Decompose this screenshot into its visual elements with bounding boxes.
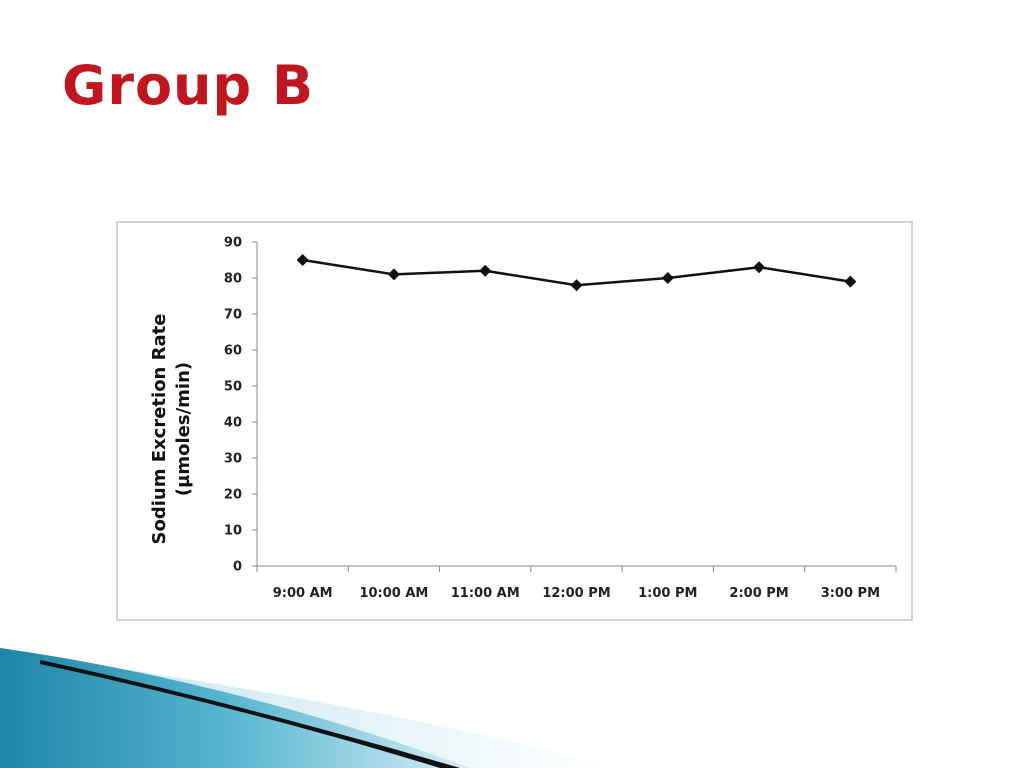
swoosh-dark-stripe (40, 660, 460, 768)
y-ticks: 0 10 20 30 40 50 60 70 80 90 (224, 236, 257, 575)
y-tick-label: 50 (224, 380, 242, 395)
y-axis-label-line-1: Sodium Excretion Rate (149, 314, 170, 545)
data-point-marker (296, 254, 309, 266)
x-ticks: 9:00 AM 10:00 AM 11:00 AM 12:00 PM 1:00 PM 2:… (256, 566, 897, 601)
x-tick-label: 3:00 PM (821, 586, 880, 601)
chart-container: Sodium Excretion Rate (µmoles/min) 0 10 20… (116, 221, 913, 621)
x-tick-label: 11:00 AM (451, 586, 520, 601)
y-tick-label: 0 (233, 560, 242, 575)
data-point-marker (661, 272, 674, 284)
x-tick-label: 1:00 PM (638, 586, 697, 601)
x-tick-label: 2:00 PM (729, 586, 788, 601)
line-chart: Sodium Excretion Rate (µmoles/min) 0 10 20… (149, 236, 897, 601)
x-tick-label: 12:00 PM (542, 586, 610, 601)
y-tick-label: 20 (224, 488, 242, 503)
x-tick-label: 9:00 AM (273, 586, 333, 601)
data-point-marker (387, 268, 400, 281)
y-tick-label: 80 (224, 272, 242, 287)
data-point-marker (753, 261, 766, 274)
data-point-marker (570, 279, 583, 292)
data-point-marker (479, 264, 492, 277)
y-tick-label: 30 (224, 452, 242, 467)
x-tick-label: 10:00 AM (359, 586, 428, 601)
slide-title: Group B (62, 54, 315, 117)
data-point-marker (844, 275, 857, 288)
y-axis-label: Sodium Excretion Rate (µmoles/min) (149, 314, 194, 545)
axes (256, 242, 896, 567)
y-tick-label: 40 (224, 416, 242, 431)
y-tick-label: 10 (224, 524, 242, 539)
y-tick-label: 60 (224, 344, 242, 359)
series (296, 254, 857, 292)
y-tick-label: 90 (224, 236, 242, 251)
y-axis-label-line-2: (µmoles/min) (173, 362, 194, 496)
y-tick-label: 70 (224, 308, 242, 323)
